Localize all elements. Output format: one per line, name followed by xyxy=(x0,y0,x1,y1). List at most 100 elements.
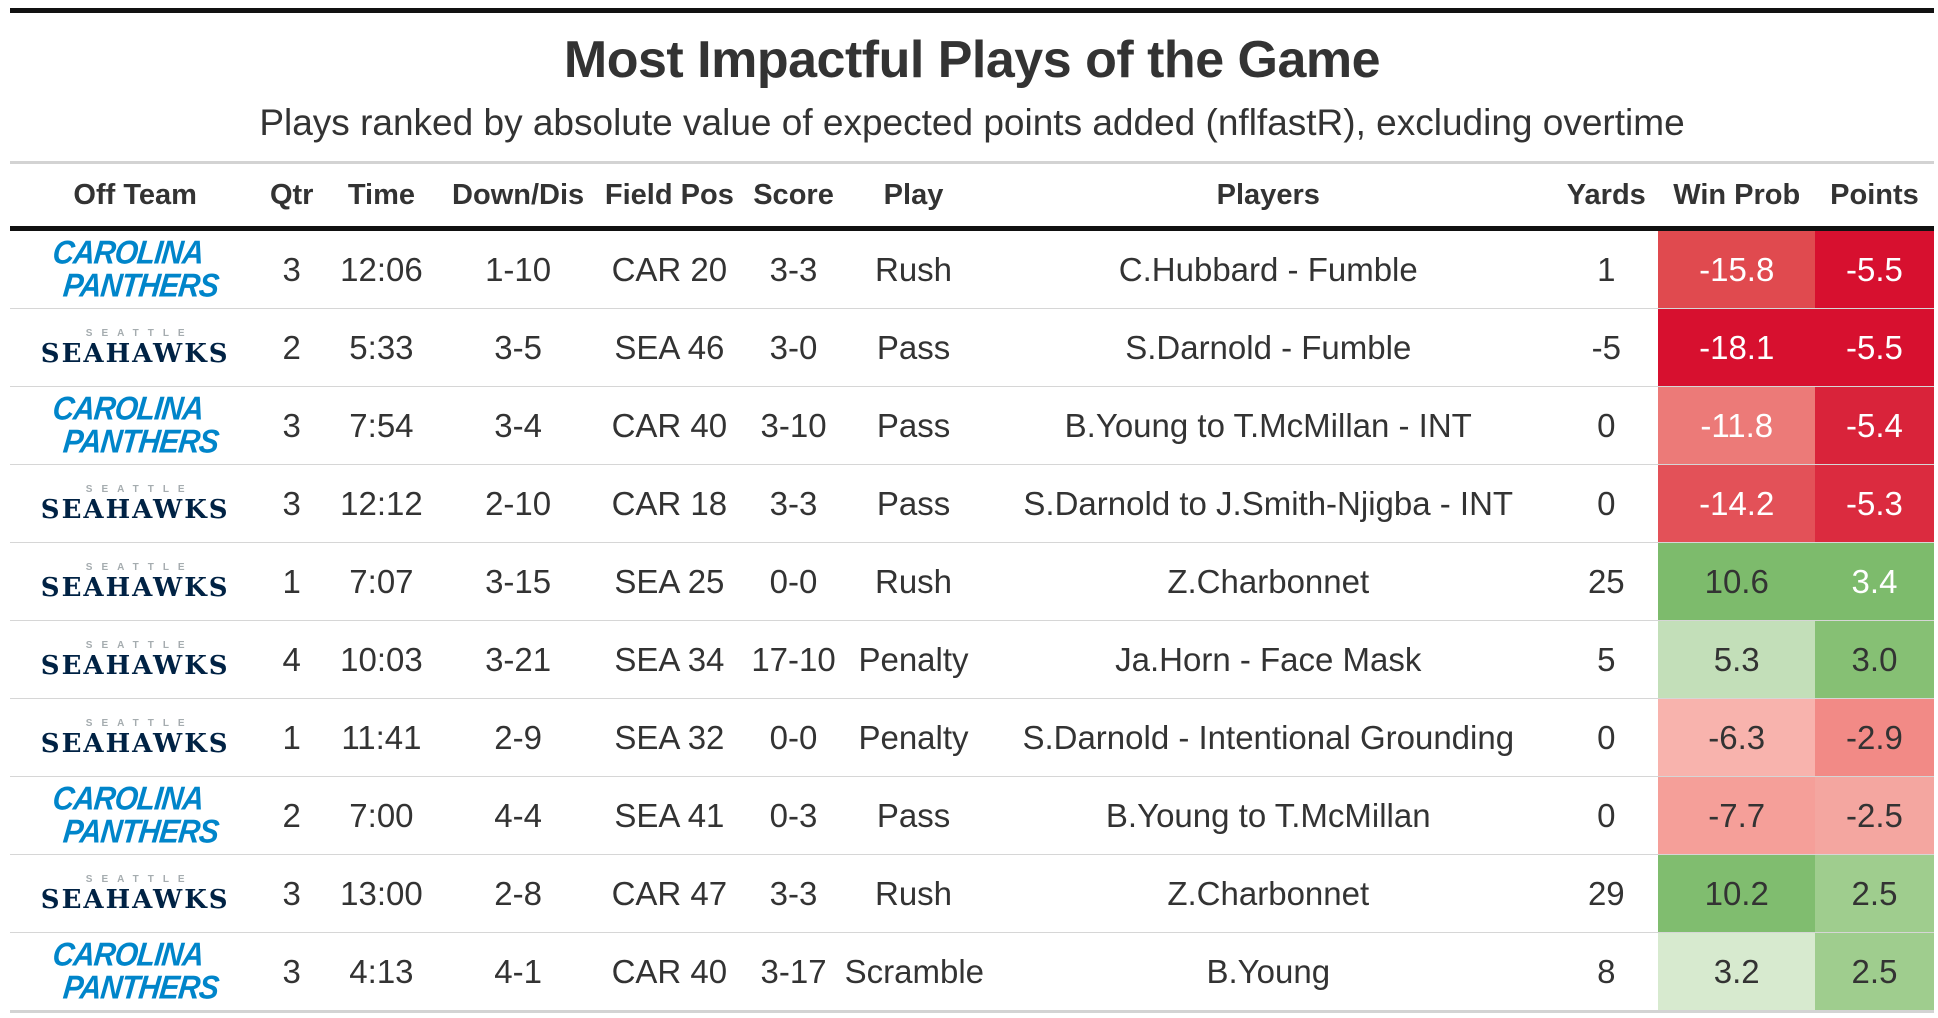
players-cell: S.Darnold - Fumble xyxy=(982,308,1555,387)
points-cell: 3.4 xyxy=(1814,542,1934,621)
team-logo-cell: SEATTLE SEAHAWKS xyxy=(10,542,261,621)
play-cell: Pass xyxy=(844,464,983,543)
team-logo-cell: SEATTLE SEAHAWKS xyxy=(10,464,261,543)
seahawks-logo: SEATTLE SEAHAWKS xyxy=(40,717,230,759)
win-prob-cell: -15.8 xyxy=(1658,228,1815,309)
win-prob-cell: -18.1 xyxy=(1658,308,1815,387)
down-cell: 4-1 xyxy=(439,932,597,1013)
qtr-cell: 1 xyxy=(260,542,323,621)
field-pos-cell: CAR 40 xyxy=(596,932,743,1013)
panthers-logo: CAROLINA PANTHERS xyxy=(50,780,220,850)
down-cell: 4-4 xyxy=(439,776,597,855)
col-header-qtr: Qtr xyxy=(269,178,314,211)
down-cell: 2-9 xyxy=(439,698,597,777)
team-logo-cell: CAROLINA PANTHERS xyxy=(10,776,261,855)
team-logo-cell: SEATTLE SEAHAWKS xyxy=(10,308,261,387)
down-cell: 3-4 xyxy=(439,386,597,465)
score-cell: 3-3 xyxy=(742,854,845,933)
points-cell: -5.4 xyxy=(1814,386,1934,465)
seahawks-logo: SEATTLE SEAHAWKS xyxy=(40,483,230,525)
seahawks-logo: SEATTLE SEAHAWKS xyxy=(40,873,230,915)
table-row: SEATTLE SEAHAWKS 2 5:33 3-5 SEA 46 3-0 Pass S.Da… xyxy=(10,308,1934,387)
down-cell: 3-15 xyxy=(439,542,597,621)
win-prob-cell: 5.3 xyxy=(1658,620,1815,699)
players-cell: B.Young to T.McMillan - INT xyxy=(982,386,1555,465)
col-header-play: Play xyxy=(883,178,944,211)
top-rule xyxy=(10,8,1934,13)
points-cell: 2.5 xyxy=(1814,932,1934,1013)
seahawks-logo: SEATTLE SEAHAWKS xyxy=(40,327,230,369)
win-prob-cell: 10.6 xyxy=(1658,542,1815,621)
field-pos-cell: SEA 46 xyxy=(596,308,743,387)
field-pos-cell: SEA 32 xyxy=(596,698,743,777)
field-pos-cell: SEA 34 xyxy=(596,620,743,699)
team-logo-cell: CAROLINA PANTHERS xyxy=(10,386,261,465)
col-header-time: Time xyxy=(347,178,415,211)
points-cell: 3.0 xyxy=(1814,620,1934,699)
score-cell: 3-17 xyxy=(742,932,845,1013)
points-cell: -5.5 xyxy=(1814,228,1934,309)
qtr-cell: 2 xyxy=(260,776,323,855)
qtr-cell: 3 xyxy=(260,464,323,543)
col-header-off-team: Off Team xyxy=(73,178,197,211)
col-header-yards: Yards xyxy=(1566,178,1646,211)
seahawks-logo: SEATTLE SEAHAWKS xyxy=(40,561,230,603)
field-pos-cell: SEA 25 xyxy=(596,542,743,621)
team-logo-cell: SEATTLE SEAHAWKS xyxy=(10,854,261,933)
score-cell: 0-0 xyxy=(742,698,845,777)
qtr-cell: 3 xyxy=(260,932,323,1013)
table-row: CAROLINA PANTHERS 3 4:13 4-1 CAR 40 3-17 Scramb… xyxy=(10,932,1934,1013)
yards-cell: 0 xyxy=(1554,464,1659,543)
down-cell: 3-21 xyxy=(439,620,597,699)
players-cell: S.Darnold - Intentional Grounding xyxy=(982,698,1555,777)
col-header-score: Score xyxy=(753,178,834,211)
time-cell: 10:03 xyxy=(323,620,440,699)
down-cell: 3-5 xyxy=(439,308,597,387)
header-row: Off Team Qtr Time Down/Dis Field Pos Sco… xyxy=(10,164,1934,229)
play-cell: Penalty xyxy=(844,698,983,777)
team-logo-cell: CAROLINA PANTHERS xyxy=(10,228,261,309)
time-cell: 12:06 xyxy=(323,228,440,309)
score-cell: 3-10 xyxy=(742,386,845,465)
qtr-cell: 3 xyxy=(260,386,323,465)
field-pos-cell: CAR 20 xyxy=(596,228,743,309)
yards-cell: 0 xyxy=(1554,386,1659,465)
time-cell: 12:12 xyxy=(323,464,440,543)
points-cell: 2.5 xyxy=(1814,854,1934,933)
yards-cell: 5 xyxy=(1554,620,1659,699)
win-prob-cell: 10.2 xyxy=(1658,854,1815,933)
col-header-players: Players xyxy=(1216,178,1320,211)
score-cell: 17-10 xyxy=(742,620,845,699)
table-row: CAROLINA PANTHERS 3 12:06 1-10 CAR 20 3-3 Rush C… xyxy=(10,228,1934,309)
score-cell: 3-3 xyxy=(742,228,845,309)
table-row: SEATTLE SEAHAWKS 4 10:03 3-21 SEA 34 17-10 Pena… xyxy=(10,620,1934,699)
down-cell: 2-10 xyxy=(439,464,597,543)
players-cell: Z.Charbonnet xyxy=(982,542,1555,621)
yards-cell: 8 xyxy=(1554,932,1659,1013)
table-subtitle: Plays ranked by absolute value of expect… xyxy=(259,102,1685,143)
time-cell: 7:54 xyxy=(323,386,440,465)
qtr-cell: 4 xyxy=(260,620,323,699)
yards-cell: 0 xyxy=(1554,776,1659,855)
qtr-cell: 3 xyxy=(260,854,323,933)
players-cell: Ja.Horn - Face Mask xyxy=(982,620,1555,699)
table-row: SEATTLE SEAHAWKS 1 7:07 3-15 SEA 25 0-0 Rush Z.C… xyxy=(10,542,1934,621)
table-row: CAROLINA PANTHERS 3 7:54 3-4 CAR 40 3-10 Pass B.… xyxy=(10,386,1934,465)
table-title: Most Impactful Plays of the Game xyxy=(563,31,1381,89)
col-header-win-prob: Win Prob xyxy=(1673,178,1801,211)
header-rule xyxy=(10,161,1934,164)
panthers-logo: CAROLINA PANTHERS xyxy=(50,390,220,460)
play-cell: Scramble xyxy=(844,932,984,1013)
play-cell: Pass xyxy=(844,386,983,465)
team-logo-cell: CAROLINA PANTHERS xyxy=(10,932,261,1013)
col-header-down: Down/Dis xyxy=(452,178,585,211)
points-cell: -2.9 xyxy=(1814,698,1934,777)
points-cell: -2.5 xyxy=(1814,776,1934,855)
table-row: SEATTLE SEAHAWKS 1 11:41 2-9 SEA 32 0-0 Penalty… xyxy=(10,698,1934,777)
field-pos-cell: CAR 18 xyxy=(596,464,743,543)
play-cell: Pass xyxy=(844,308,983,387)
players-cell: S.Darnold to J.Smith-Njigba - INT xyxy=(982,464,1555,543)
time-cell: 13:00 xyxy=(323,854,440,933)
play-cell: Rush xyxy=(844,228,983,309)
players-cell: Z.Charbonnet xyxy=(982,854,1555,933)
